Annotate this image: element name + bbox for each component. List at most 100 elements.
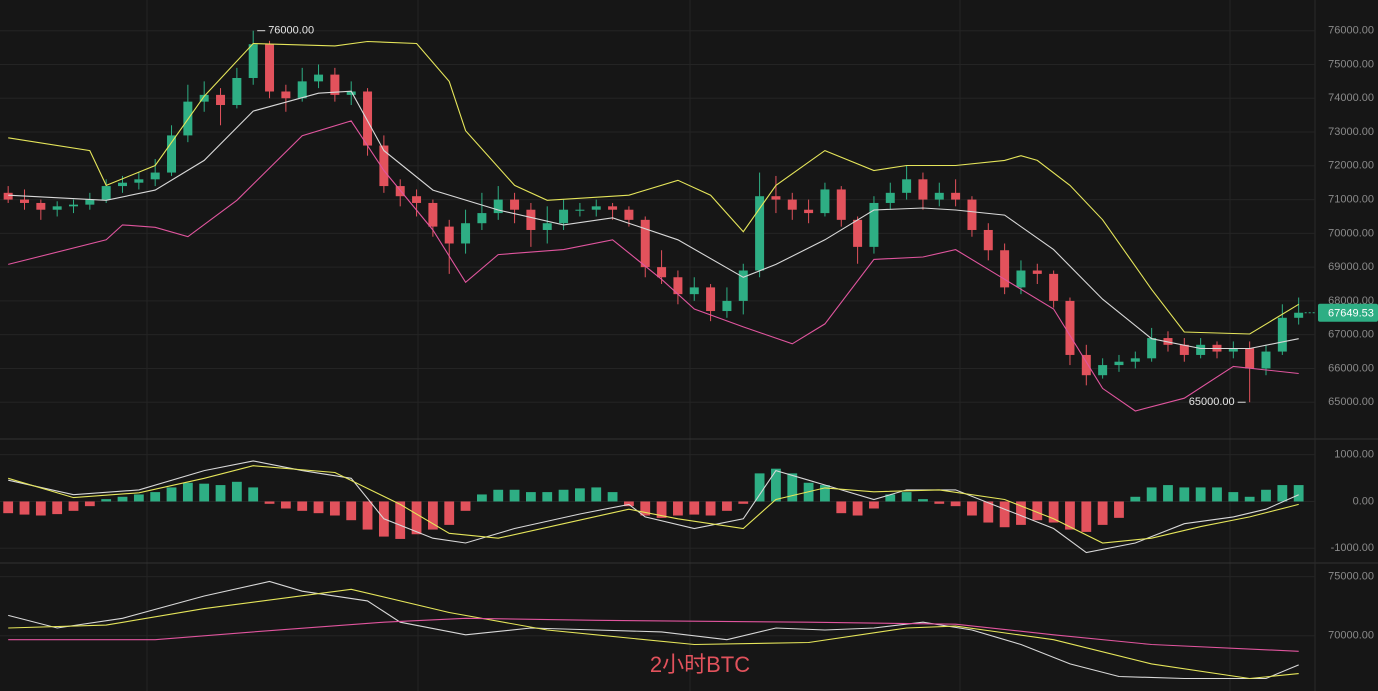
time-grid: [146, 0, 1231, 691]
macd-bar: [215, 485, 226, 502]
macd-bar: [1114, 501, 1124, 518]
candle-body: [85, 199, 95, 205]
macd-bar: [542, 492, 553, 502]
candle-body: [216, 94, 226, 106]
indicator-line: [8, 90, 1299, 350]
candle-body: [706, 287, 716, 312]
y-tick-label: -1000.00: [1331, 542, 1374, 554]
macd-bar: [1244, 496, 1255, 502]
candle-body: [20, 199, 29, 203]
candle-body: [265, 44, 275, 92]
candle-body: [1081, 354, 1091, 376]
candle-body: [836, 189, 846, 220]
indicator-line: [8, 617, 1299, 652]
macd-bar: [885, 494, 896, 502]
macd-bar: [656, 501, 667, 518]
macd-bar: [280, 501, 291, 509]
candle-body: [575, 209, 585, 211]
candle-body: [624, 209, 634, 220]
macd-bar: [52, 501, 63, 515]
candle-body: [248, 44, 258, 78]
candle-body: [346, 91, 356, 95]
candle-body: [640, 219, 650, 268]
y-tick-label: 71000.00: [1328, 193, 1374, 205]
y-tick-label: 76000.00: [1328, 25, 1374, 37]
candle-body: [755, 196, 765, 271]
indicator-line: [8, 120, 1299, 412]
y-tick-label: 66000.00: [1328, 362, 1374, 374]
indicator-line: [8, 465, 1299, 544]
candle-body: [738, 270, 748, 301]
candle-body: [1065, 300, 1075, 355]
candle-body: [1016, 270, 1026, 288]
macd-bar: [182, 482, 193, 502]
macd-bar: [444, 501, 455, 525]
y-tick-label: 69000.00: [1328, 261, 1374, 273]
macd-bar: [950, 501, 961, 507]
macd-bar: [493, 489, 504, 502]
macd-bar: [1048, 501, 1059, 523]
macd-bar: [68, 501, 79, 511]
macd-bar: [297, 501, 308, 511]
macd-bar: [836, 501, 847, 514]
y-tick-label: 75000.00: [1328, 58, 1374, 70]
candle-body: [983, 229, 993, 251]
candle-body: [314, 74, 324, 82]
candle-body: [118, 182, 128, 187]
candle-body: [379, 145, 389, 187]
macd-bar: [526, 492, 536, 502]
candle-body: [1179, 344, 1189, 355]
candle-body: [820, 189, 830, 214]
macd-bar: [558, 489, 569, 502]
candle-body: [722, 300, 732, 312]
macd-bar: [1277, 485, 1288, 502]
candle-body: [1130, 358, 1140, 362]
indicator-line: [8, 40, 1299, 335]
candle-body: [951, 192, 961, 200]
macd-bar: [575, 488, 585, 502]
candle-body: [608, 206, 618, 210]
candle-body: [199, 94, 209, 102]
macd-bar: [1146, 487, 1157, 502]
macd-bar: [1016, 501, 1026, 525]
y-tick-label: 75000.00: [1328, 571, 1374, 583]
candle-body: [885, 192, 895, 203]
indicator-line: [8, 580, 1299, 680]
macd-bar: [640, 501, 651, 516]
macd-bar: [395, 501, 406, 539]
macd-bar: [918, 499, 928, 502]
footer-caption: 2小时BTC: [650, 652, 750, 677]
candle-body: [1049, 273, 1059, 301]
macd-bar: [673, 501, 683, 516]
candle-body: [297, 81, 307, 99]
candle-body: [918, 179, 928, 200]
macd-bar: [705, 501, 716, 516]
macd-bar: [199, 483, 210, 502]
macd-bar: [1032, 501, 1043, 521]
candle-body: [69, 204, 79, 207]
macd-bar: [313, 501, 324, 514]
macd-bar: [852, 501, 863, 516]
candle-body: [36, 202, 46, 210]
candle-body: [363, 91, 373, 146]
macd-bar: [1065, 501, 1075, 530]
candle-body: [902, 179, 912, 193]
candle-body: [281, 91, 291, 99]
y-tick-label: 73000.00: [1328, 126, 1374, 138]
macd-bar: [901, 492, 912, 502]
candle-body: [771, 196, 781, 200]
macd-bar: [607, 492, 618, 502]
macd-bar: [999, 501, 1010, 528]
macd-bar: [231, 481, 242, 502]
macd-bar: [460, 501, 471, 511]
macd-bar: [1212, 487, 1222, 502]
candle-body: [689, 287, 699, 295]
macd-bar: [35, 501, 46, 516]
candle-body: [428, 202, 438, 227]
candle-body: [657, 267, 667, 278]
y-tick-label: 70000.00: [1328, 227, 1374, 239]
macd-bar: [1130, 496, 1141, 502]
